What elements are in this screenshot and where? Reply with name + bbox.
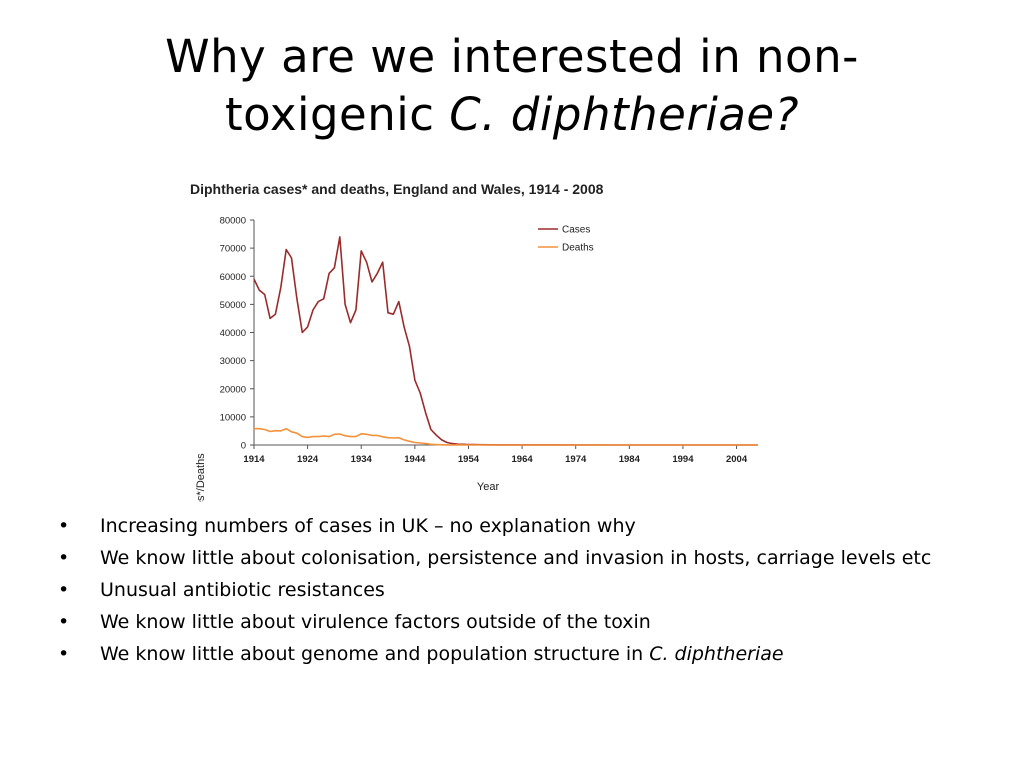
bullet-text: We know little about virulence factors o… — [100, 611, 651, 633]
y-axis-label: Cases*/Deaths — [195, 453, 207, 502]
bullet-text: Unusual antibiotic resistances — [100, 579, 385, 601]
y-tick-label: 50000 — [220, 300, 246, 311]
x-tick-label: 1914 — [243, 454, 265, 465]
y-tick-label: 10000 — [220, 412, 246, 423]
x-tick-label: 2004 — [726, 454, 748, 465]
legend-label: Cases — [562, 225, 590, 236]
chart-title: Diphtheria cases* and deaths, England an… — [190, 181, 604, 197]
bullet-item: • Unusual antibiotic resistances — [58, 578, 958, 603]
bullet-marker: • — [58, 611, 70, 633]
bullet-text: We know little about genome and populati… — [100, 643, 650, 665]
slide-title: Why are we interested in non- toxigenic … — [0, 28, 1024, 144]
x-tick-label: 1984 — [619, 454, 641, 465]
chart-legend: Cases Deaths — [538, 225, 594, 254]
bullet-list: • Increasing numbers of cases in UK – no … — [58, 514, 958, 674]
series-line-cases — [253, 236, 758, 446]
x-tick-label: 1944 — [404, 454, 426, 465]
chart-axes: 0 10000 20000 30000 40000 50000 60000 70000 8000… — [220, 216, 758, 465]
y-tick-label: 30000 — [220, 356, 246, 367]
x-tick-label: 1994 — [672, 454, 694, 465]
y-tick-label: 40000 — [220, 328, 246, 339]
bullet-text-italic: C. diphtheriae — [649, 643, 784, 665]
x-tick-label: 1924 — [297, 454, 319, 465]
y-tick-label: 80000 — [220, 216, 246, 227]
bullet-text: Increasing numbers of cases in UK – no e… — [100, 515, 636, 537]
x-tick-label: 1974 — [565, 454, 587, 465]
bullet-item: • We know little about genome and populat… — [58, 642, 958, 667]
bullet-marker: • — [58, 643, 70, 665]
bullet-marker: • — [58, 579, 70, 601]
chart-series — [253, 236, 758, 446]
x-tick-label: 1954 — [458, 454, 480, 465]
bullet-marker: • — [58, 515, 70, 537]
y-tick-label: 0 — [241, 441, 246, 452]
bullet-item: • We know little about colonisation, pers… — [58, 546, 958, 571]
diphtheria-line-chart: Diphtheria cases* and deaths, England an… — [190, 181, 758, 502]
x-tick-label: 1934 — [351, 454, 373, 465]
x-tick-label: 1964 — [512, 454, 534, 465]
bullet-marker: • — [58, 547, 70, 569]
title-line-2-italic: C. diphtheriae? — [449, 88, 799, 141]
series-line-deaths — [254, 427, 758, 446]
title-line-2-plain: toxigenic — [225, 88, 450, 141]
title-line-1: Why are we interested in non- — [165, 30, 859, 83]
bullet-item: • We know little about virulence factors … — [58, 610, 958, 635]
x-axis-label: Year — [477, 481, 500, 493]
y-tick-label: 20000 — [220, 384, 246, 395]
bullet-text: We know little about colonisation, persi… — [100, 547, 932, 569]
y-tick-label: 70000 — [220, 244, 246, 255]
title-line-2: toxigenic C. diphtheriae? — [0, 86, 1024, 144]
legend-label: Deaths — [562, 243, 594, 254]
bullet-item: • Increasing numbers of cases in UK – no … — [58, 514, 958, 539]
y-tick-label: 60000 — [220, 272, 246, 283]
